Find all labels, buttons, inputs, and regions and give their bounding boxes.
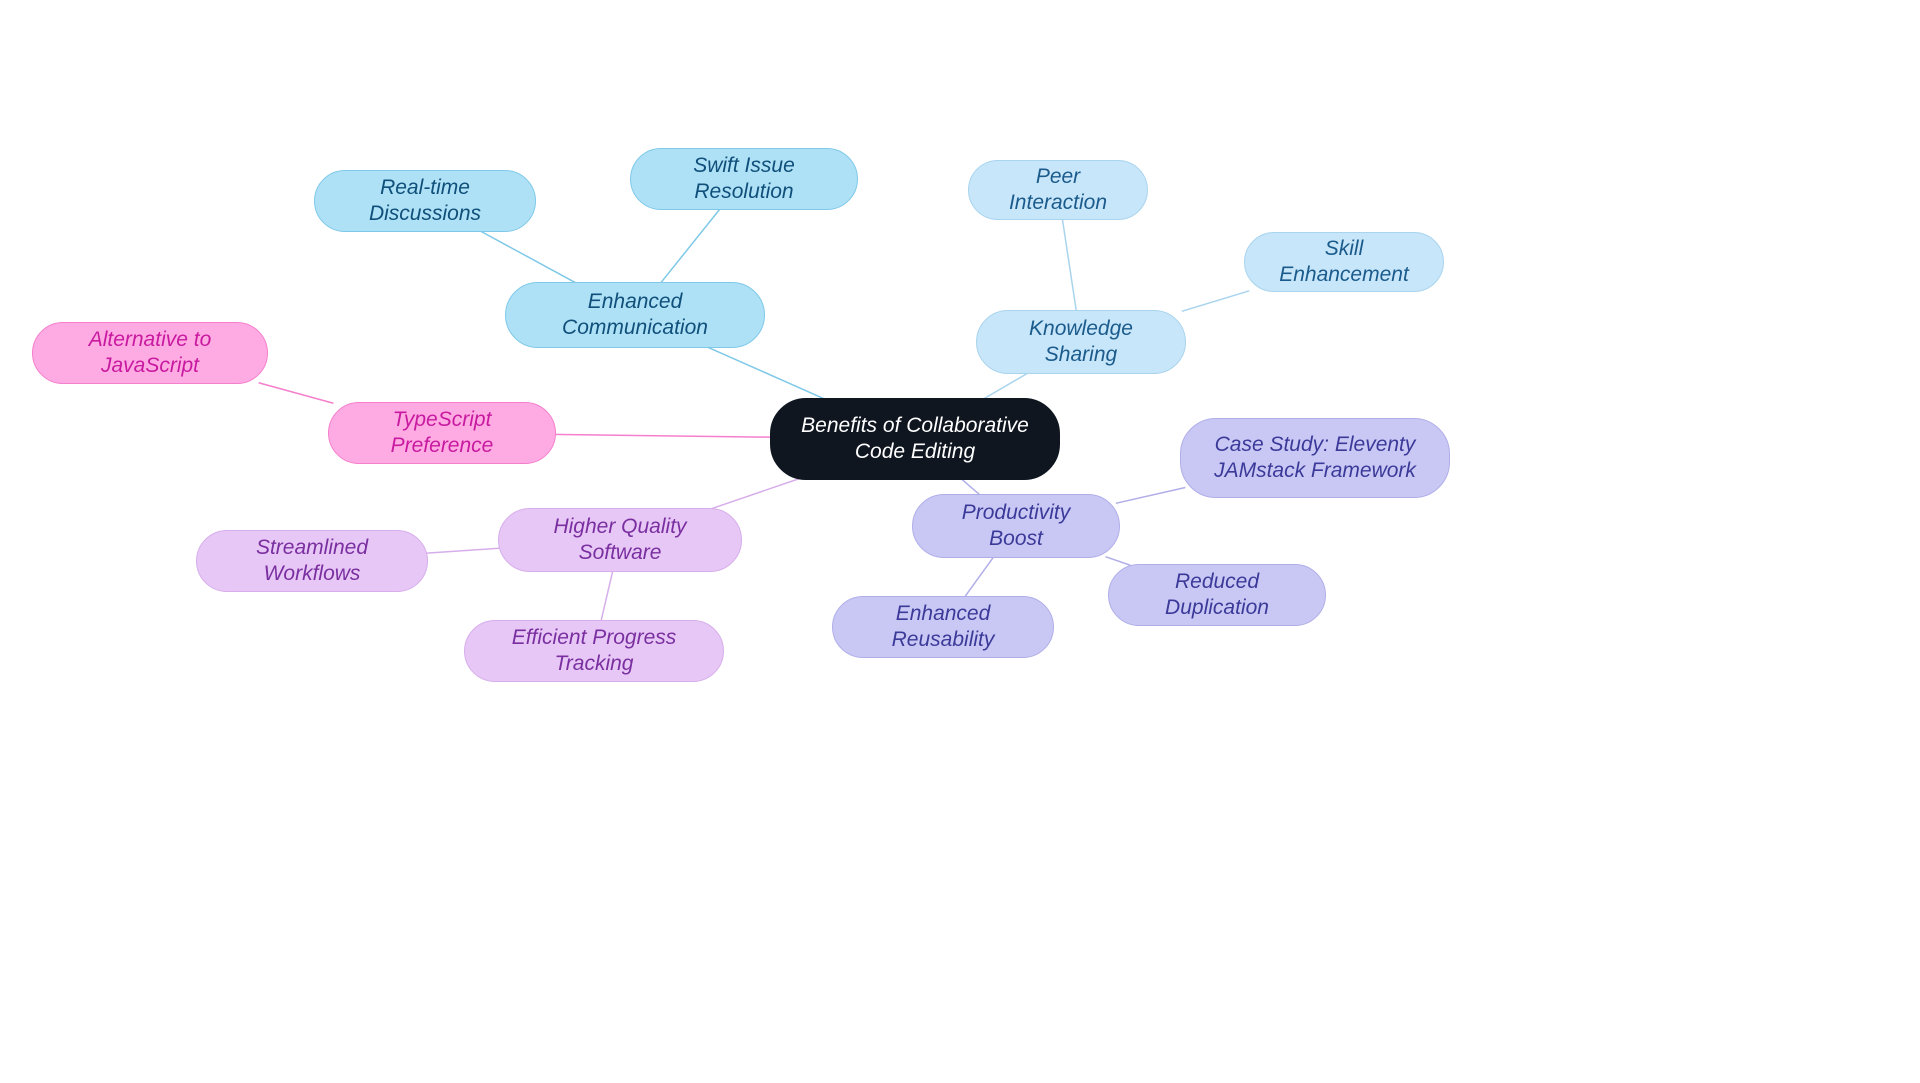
node-label: Efficient Progress Tracking	[495, 625, 693, 678]
node-label: Case Study: Eleventy JAMstack Framework	[1211, 432, 1419, 485]
node-comm: Enhanced Communication	[505, 282, 765, 348]
node-label: Productivity Boost	[943, 500, 1089, 553]
node-typescript: TypeScript Preference	[328, 402, 556, 464]
node-skill: Skill Enhancement	[1244, 232, 1444, 292]
node-quality: Higher Quality Software	[498, 508, 742, 572]
node-label: Real-time Discussions	[345, 175, 505, 228]
node-tracking: Efficient Progress Tracking	[464, 620, 724, 682]
node-realtime: Real-time Discussions	[314, 170, 536, 232]
node-reduced: Reduced Duplication	[1108, 564, 1326, 626]
node-label: Enhanced Reusability	[863, 601, 1023, 654]
node-label: Alternative to JavaScript	[63, 327, 237, 380]
node-label: Enhanced Communication	[536, 289, 734, 342]
node-productivity: Productivity Boost	[912, 494, 1120, 558]
node-label: Benefits of Collaborative Code Editing	[801, 413, 1029, 466]
mindmap-canvas: Benefits of Collaborative Code Editing En…	[0, 0, 1920, 1083]
node-knowledge: Knowledge Sharing	[976, 310, 1186, 374]
node-label: Knowledge Sharing	[1007, 316, 1155, 369]
node-label: Skill Enhancement	[1275, 236, 1413, 289]
node-peer: Peer Interaction	[968, 160, 1148, 220]
node-label: Streamlined Workflows	[227, 535, 397, 588]
node-label: Higher Quality Software	[529, 514, 711, 567]
node-label: TypeScript Preference	[359, 407, 525, 460]
node-label: Reduced Duplication	[1139, 569, 1295, 622]
node-root: Benefits of Collaborative Code Editing	[770, 398, 1060, 480]
node-reuse: Enhanced Reusability	[832, 596, 1054, 658]
node-streamlined: Streamlined Workflows	[196, 530, 428, 592]
node-swift: Swift Issue Resolution	[630, 148, 858, 210]
node-altjs: Alternative to JavaScript	[32, 322, 268, 384]
node-casestudy: Case Study: Eleventy JAMstack Framework	[1180, 418, 1450, 498]
node-label: Swift Issue Resolution	[661, 153, 827, 206]
node-label: Peer Interaction	[999, 164, 1117, 217]
